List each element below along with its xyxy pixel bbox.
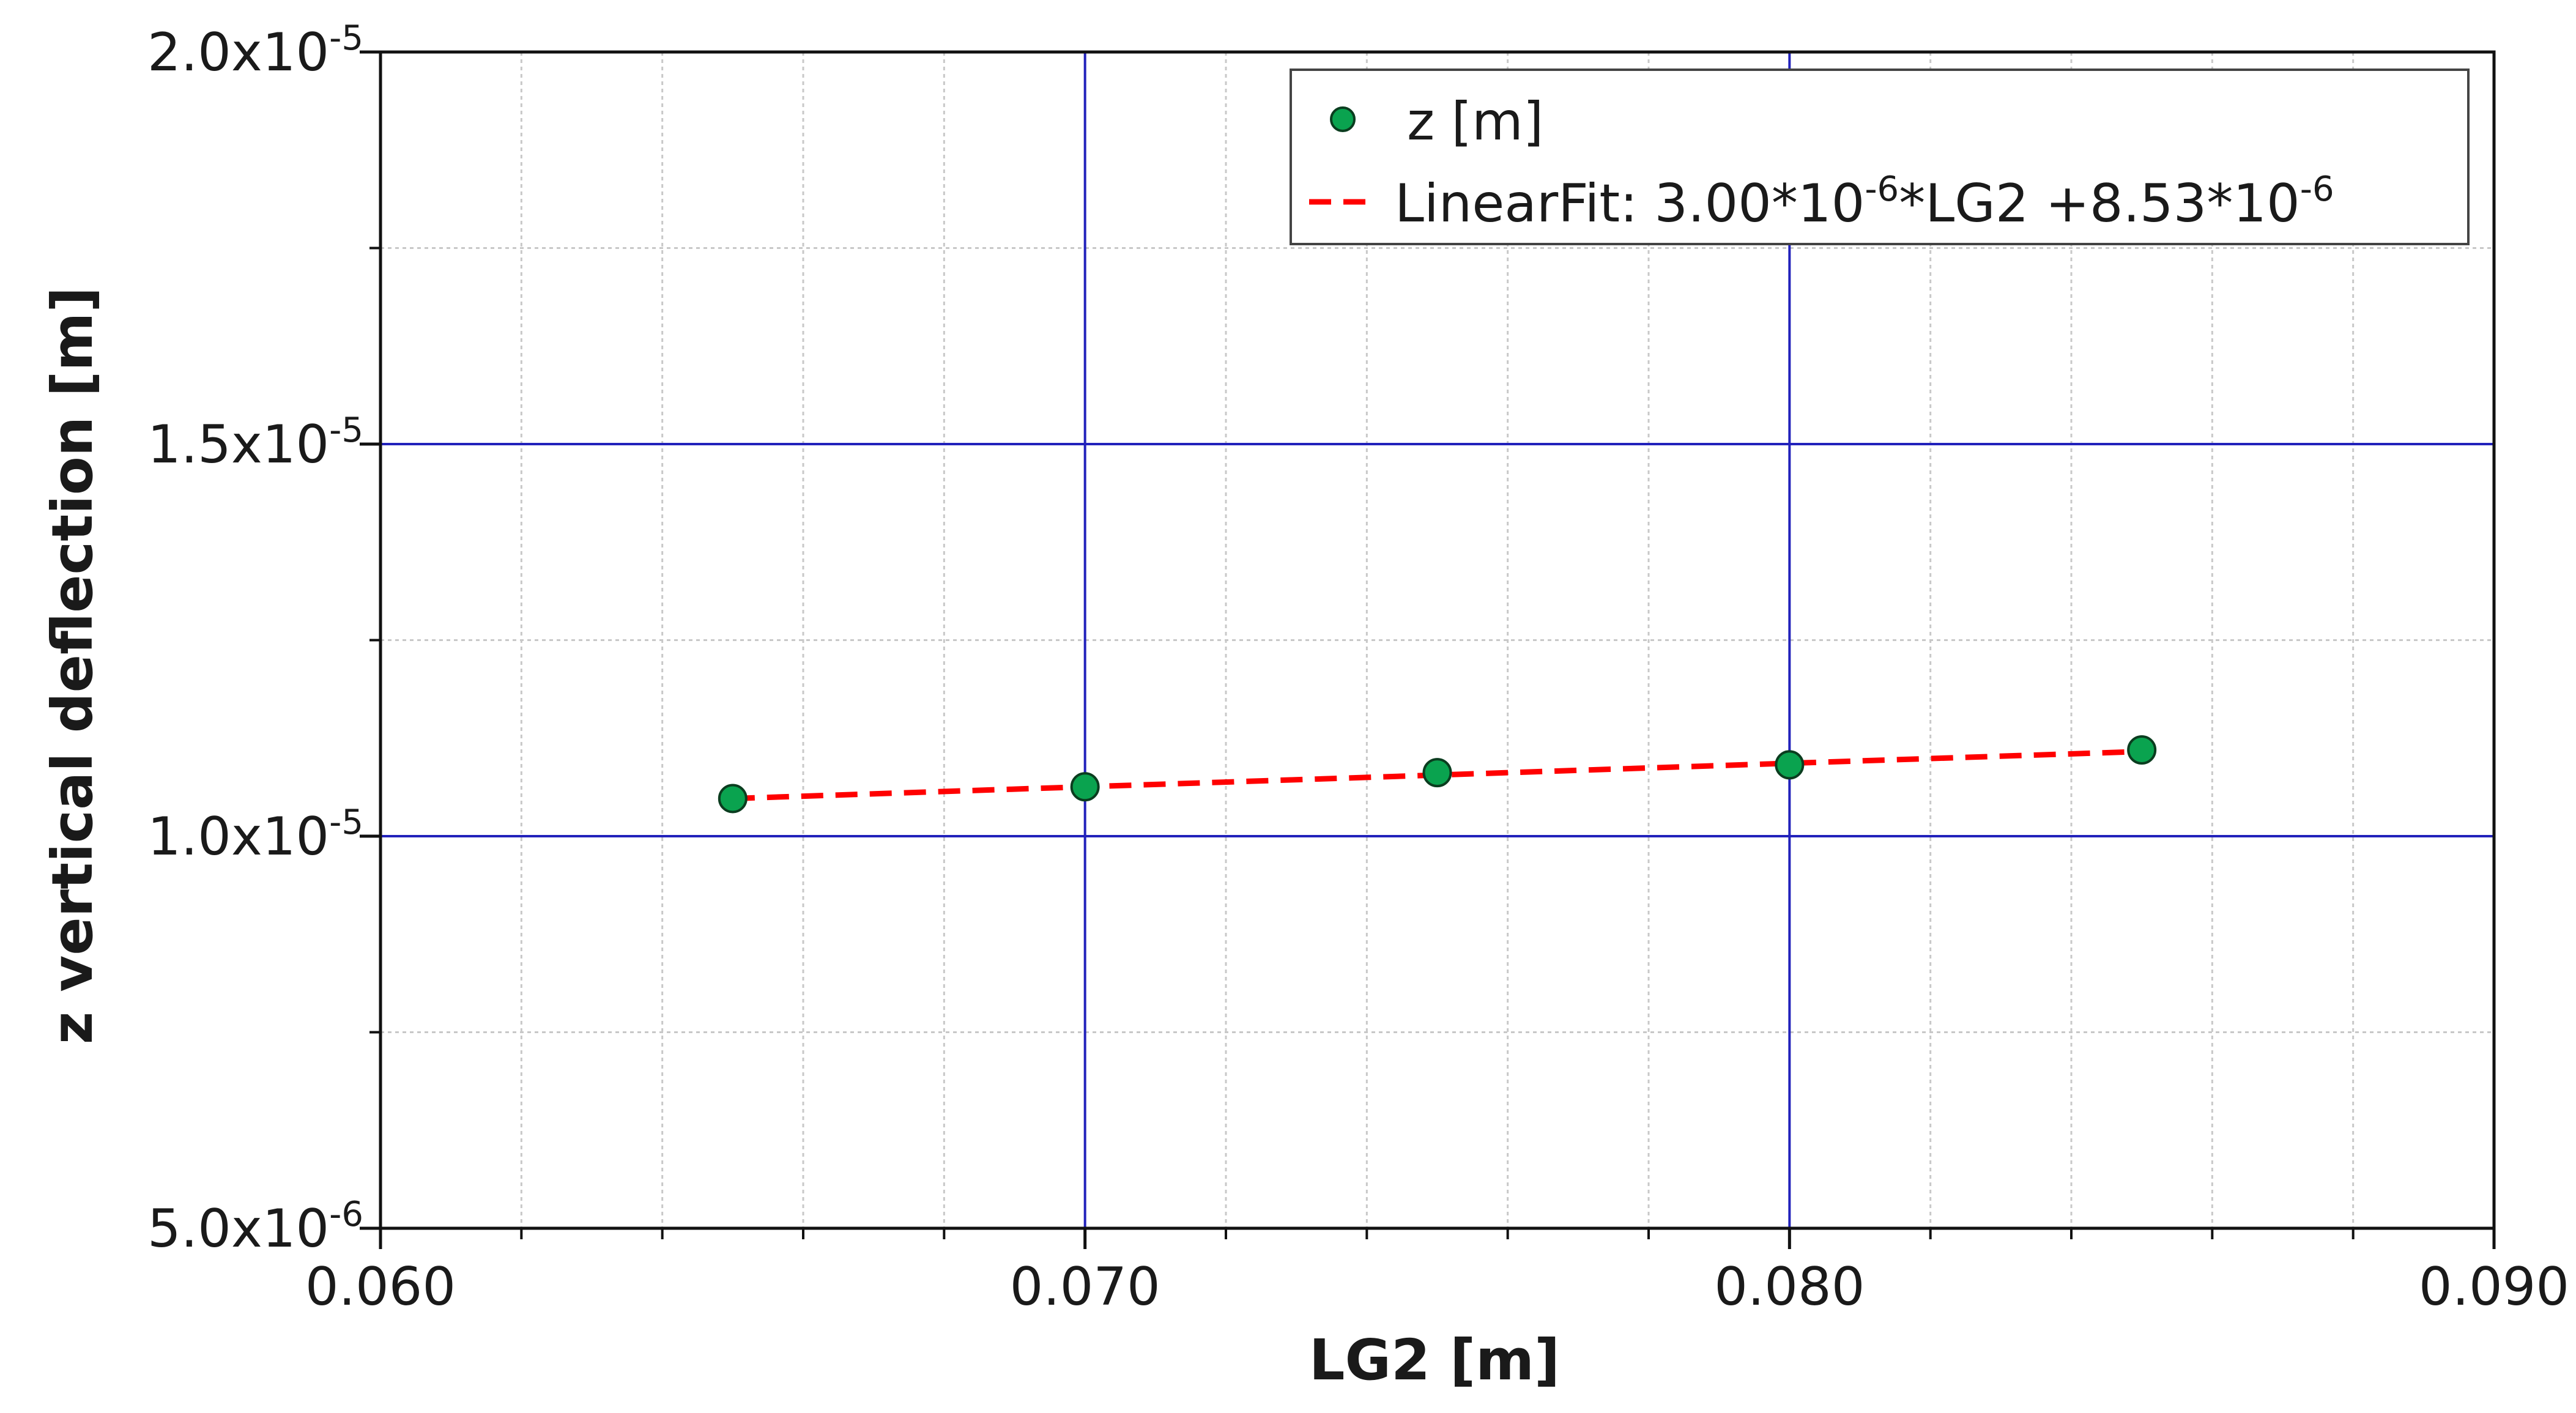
data-point bbox=[718, 784, 748, 814]
x-tick-label: 0.080 bbox=[1714, 1256, 1865, 1318]
data-point bbox=[2127, 735, 2157, 765]
y-tick-label: 1.5x10-5 bbox=[147, 410, 363, 475]
data-point bbox=[1070, 772, 1100, 802]
legend-box bbox=[1290, 69, 2470, 245]
x-tick-labels: 0.060 0.070 0.080 0.090 bbox=[305, 1256, 2569, 1318]
minor-grid bbox=[380, 52, 2494, 1228]
y-tick-label: 1.0x10-5 bbox=[147, 803, 363, 867]
legend-fit-mid: *LG2 +8.53*10 bbox=[1899, 173, 2300, 234]
y-tick-mantissa: 5.0x10 bbox=[147, 1198, 329, 1259]
x-tick-label: 0.070 bbox=[1010, 1256, 1160, 1318]
tick-marks bbox=[360, 50, 2496, 1249]
data-point bbox=[1422, 758, 1452, 788]
y-tick-label: 2.0x10-5 bbox=[147, 18, 363, 83]
y-tick-mantissa: 1.5x10 bbox=[147, 414, 329, 475]
x-axis-title: LG2 [m] bbox=[1309, 1327, 1560, 1393]
data-points-layer bbox=[718, 735, 2157, 814]
x-tick-label: 0.060 bbox=[305, 1256, 456, 1318]
y-tick-exponent: -6 bbox=[329, 1195, 363, 1234]
y-tick-exponent: -5 bbox=[329, 18, 363, 58]
y-tick-mantissa: 2.0x10 bbox=[147, 22, 329, 83]
y-tick-labels: 5.0x10-61.0x10-51.5x10-52.0x10-5 bbox=[147, 18, 363, 1259]
y-tick-label: 5.0x10-6 bbox=[147, 1195, 363, 1259]
data-point bbox=[1775, 750, 1805, 780]
legend-label-fit: LinearFit: 3.00*10-6*LG2 +8.53*10-6 bbox=[1395, 169, 2334, 234]
y-tick-mantissa: 1.0x10 bbox=[147, 806, 329, 867]
legend-label-points: z [m] bbox=[1407, 91, 1543, 152]
x-tick-label: 0.090 bbox=[2419, 1256, 2569, 1318]
major-grid bbox=[380, 52, 2494, 1228]
legend-point-marker bbox=[1330, 106, 1356, 132]
legend-fit-exp2: -6 bbox=[2300, 169, 2334, 209]
y-tick-exponent: -5 bbox=[329, 803, 363, 842]
legend: z [m] LinearFit: 3.00*10-6*LG2 +8.53*10-… bbox=[1290, 69, 2470, 245]
legend-fit-exp1: -6 bbox=[1865, 169, 1899, 209]
y-axis-title: z vertical deflection [m] bbox=[40, 287, 105, 1045]
y-tick-exponent: -5 bbox=[329, 410, 363, 450]
legend-fit-base: LinearFit: 3.00*10 bbox=[1395, 173, 1865, 234]
